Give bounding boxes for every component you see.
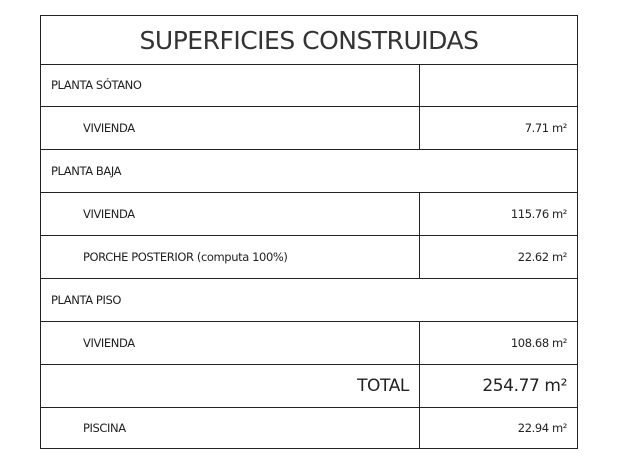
row-label: PLANTA SÓTANO (51, 78, 142, 92)
table-title: SUPERFICIES CONSTRUIDAS (41, 16, 577, 65)
table-row: VIVIENDA 108.68 m² (41, 322, 577, 365)
row-label: VIVIENDA (83, 121, 135, 135)
total-label: TOTAL (357, 376, 409, 396)
row-label: PISCINA (83, 421, 126, 435)
row-label: PLANTA PISO (51, 293, 122, 307)
row-label: PORCHE POSTERIOR (computa 100%) (83, 250, 288, 264)
table-row: PISCINA 22.94 m² (41, 408, 577, 448)
surfaces-table: SUPERFICIES CONSTRUIDAS PLANTA SÓTANO VI… (40, 15, 578, 449)
table-row: VIVIENDA 7.71 m² (41, 107, 577, 150)
row-label: VIVIENDA (83, 207, 135, 221)
row-value (419, 64, 577, 106)
table-row: PLANTA SÓTANO (41, 64, 577, 107)
row-value: 22.62 m² (419, 236, 577, 278)
total-row: TOTAL 254.77 m² (41, 365, 577, 408)
row-value: 22.94 m² (419, 408, 577, 448)
row-value: 108.68 m² (419, 322, 577, 364)
row-value: 115.76 m² (419, 193, 577, 235)
table-row: PLANTA PISO (41, 279, 577, 322)
row-label: VIVIENDA (83, 336, 135, 350)
table-row: PLANTA BAJA (41, 150, 577, 193)
row-value: 7.71 m² (419, 107, 577, 149)
row-label: PLANTA BAJA (51, 164, 122, 178)
table-row: PORCHE POSTERIOR (computa 100%) 22.62 m² (41, 236, 577, 279)
total-value: 254.77 m² (419, 365, 577, 407)
table-row: VIVIENDA 115.76 m² (41, 193, 577, 236)
